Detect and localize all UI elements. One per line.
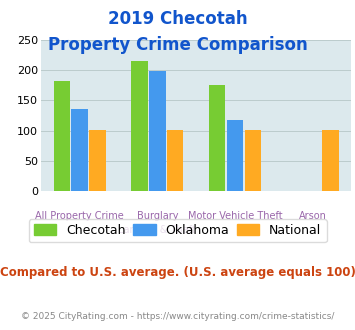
- Bar: [54, 81, 70, 191]
- Text: Property Crime Comparison: Property Crime Comparison: [48, 36, 307, 54]
- Text: Burglary: Burglary: [137, 211, 178, 221]
- Text: All Property Crime: All Property Crime: [35, 211, 124, 221]
- Bar: [209, 85, 225, 191]
- Text: © 2025 CityRating.com - https://www.cityrating.com/crime-statistics/: © 2025 CityRating.com - https://www.city…: [21, 312, 334, 321]
- Text: Motor Vehicle Theft: Motor Vehicle Theft: [188, 211, 282, 221]
- Text: 2019 Checotah: 2019 Checotah: [108, 10, 247, 28]
- Legend: Checotah, Oklahoma, National: Checotah, Oklahoma, National: [28, 219, 327, 242]
- Bar: [89, 130, 106, 191]
- Text: Arson: Arson: [299, 211, 327, 221]
- Bar: [245, 130, 261, 191]
- Bar: [167, 130, 184, 191]
- Bar: [71, 109, 88, 191]
- Bar: [149, 71, 165, 191]
- Text: Larceny & Theft: Larceny & Theft: [119, 225, 196, 235]
- Bar: [227, 120, 243, 191]
- Bar: [131, 61, 148, 191]
- Bar: [322, 130, 339, 191]
- Text: Compared to U.S. average. (U.S. average equals 100): Compared to U.S. average. (U.S. average …: [0, 266, 355, 279]
